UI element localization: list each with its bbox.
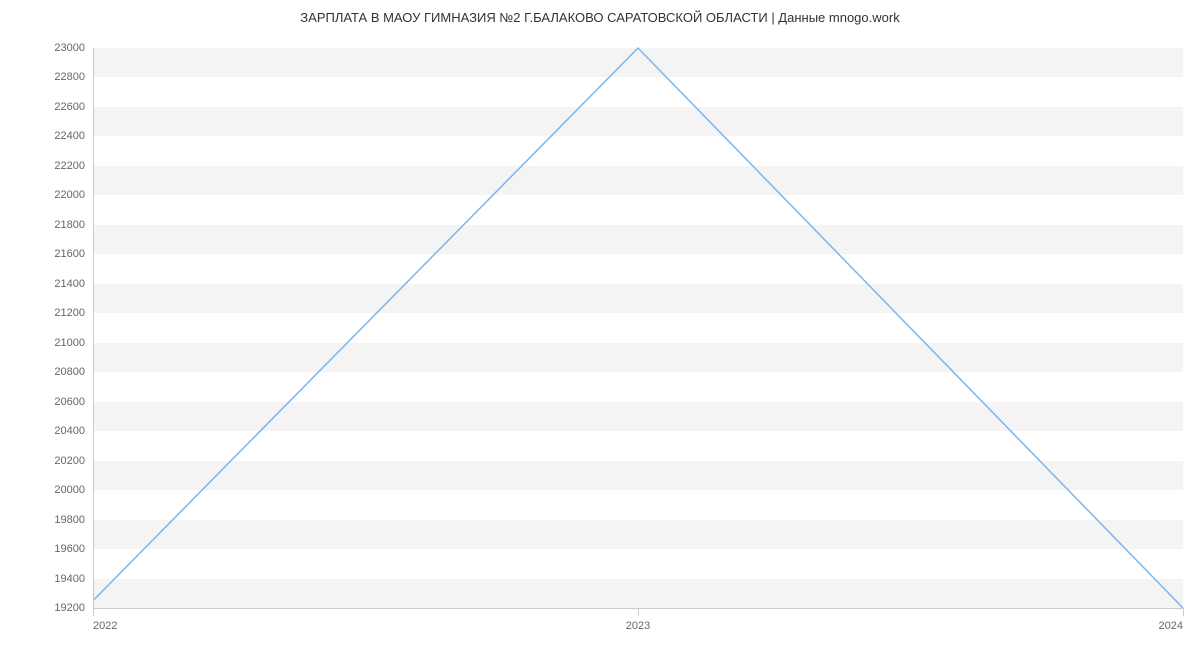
y-tick-label: 20000 — [54, 484, 85, 496]
y-tick-label: 22800 — [54, 71, 85, 83]
salary-line-chart: ЗАРПЛАТА В МАОУ ГИМНАЗИЯ №2 Г.БАЛАКОВО С… — [0, 0, 1200, 650]
x-tick — [638, 608, 639, 616]
y-tick-label: 19400 — [54, 573, 85, 585]
y-tick-label: 21600 — [54, 248, 85, 260]
y-tick-label: 23000 — [54, 42, 85, 54]
y-tick-label: 20600 — [54, 396, 85, 408]
y-axis-line — [93, 48, 94, 608]
plot-area: 1920019400196001980020000202002040020600… — [93, 48, 1183, 608]
x-tick — [93, 608, 94, 616]
x-tick-label: 2024 — [1159, 620, 1183, 632]
y-tick-label: 22400 — [54, 130, 85, 142]
y-tick-label: 21200 — [54, 307, 85, 319]
x-tick-label: 2022 — [93, 620, 117, 632]
y-tick-label: 22000 — [54, 189, 85, 201]
y-tick-label: 19600 — [54, 543, 85, 555]
series-line — [93, 48, 1183, 608]
y-tick-label: 20200 — [54, 455, 85, 467]
y-tick-label: 21800 — [54, 219, 85, 231]
data-line — [93, 48, 1183, 608]
y-tick-label: 21400 — [54, 278, 85, 290]
y-tick-label: 20800 — [54, 366, 85, 378]
y-tick-label: 20400 — [54, 425, 85, 437]
y-tick-label: 19800 — [54, 514, 85, 526]
y-tick-label: 21000 — [54, 337, 85, 349]
y-tick-label: 19200 — [54, 602, 85, 614]
y-tick-label: 22200 — [54, 160, 85, 172]
x-tick — [1183, 608, 1184, 616]
chart-title: ЗАРПЛАТА В МАОУ ГИМНАЗИЯ №2 Г.БАЛАКОВО С… — [0, 10, 1200, 25]
y-tick-label: 22600 — [54, 101, 85, 113]
x-tick-label: 2023 — [626, 620, 650, 632]
